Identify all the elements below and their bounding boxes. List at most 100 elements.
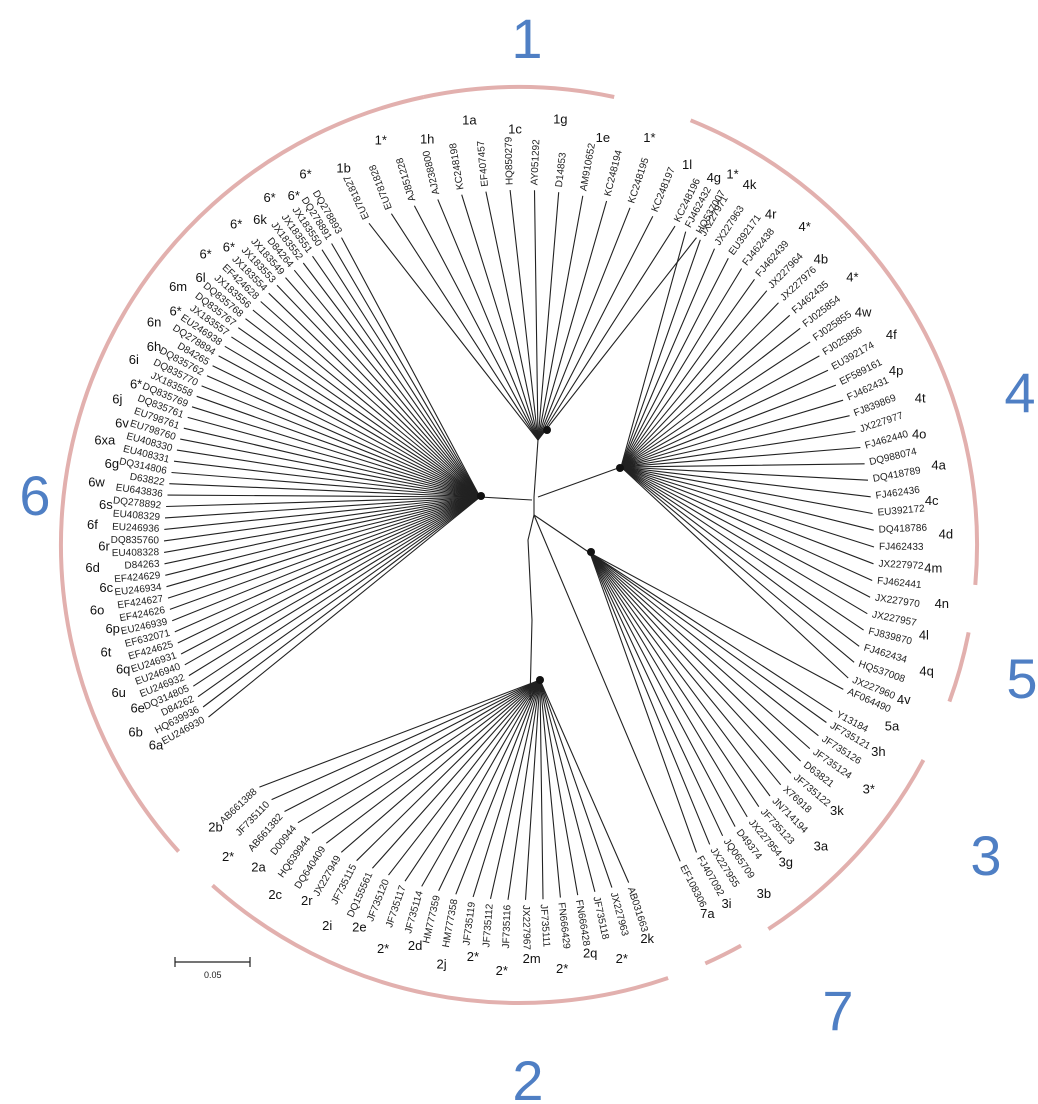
tree-branch: [206, 375, 481, 498]
accession-label: EF424629: [114, 570, 161, 585]
genotype-label-6: 6: [19, 464, 50, 527]
tree-branch: [533, 514, 681, 862]
subtype-label: 1a: [462, 112, 477, 127]
tree-branch: [589, 552, 736, 827]
tree-branch: [197, 496, 481, 698]
tree-branch: [485, 191, 539, 441]
tree-branch: [311, 679, 541, 834]
backbone-branch: [533, 439, 539, 498]
subtype-label: 4l: [919, 627, 929, 642]
tree-branch: [589, 552, 811, 750]
tree-branch: [268, 292, 481, 498]
tree-branch: [620, 430, 856, 468]
tree-branch: [620, 466, 849, 679]
subtype-label: 6q: [116, 661, 130, 676]
tree-branch: [218, 355, 481, 498]
subtype-label: 2d: [408, 938, 422, 953]
tree-branch: [390, 213, 539, 441]
tree-branch: [212, 365, 481, 498]
accession-label: HM777358: [441, 898, 461, 949]
tree-branch: [208, 496, 481, 718]
tree-branch: [589, 552, 771, 797]
tree-branch: [231, 336, 481, 498]
subtype-label: 2*: [616, 951, 628, 966]
accession-label: FJ462433: [879, 542, 924, 553]
tree-branch: [539, 679, 630, 883]
genotype-label-2: 2: [512, 1049, 543, 1104]
tree-branch: [620, 466, 875, 548]
accession-label: JF735116: [501, 904, 513, 948]
subtype-label: 6o: [90, 603, 104, 618]
accession-label: EU781828: [367, 163, 394, 211]
tree-branch: [539, 679, 613, 888]
subtype-label: 6*: [299, 167, 311, 182]
subtype-label: 3i: [721, 896, 731, 911]
tree-branch: [620, 355, 820, 468]
tree-branch: [356, 679, 541, 862]
subtype-label: 1b: [336, 160, 350, 175]
tree-branches: [163, 190, 875, 900]
genotype-arc-6: [58, 95, 425, 853]
genotype-label-3: 3: [970, 824, 1001, 887]
tree-branch: [589, 552, 724, 837]
accession-label: DQ418789: [872, 465, 922, 485]
tree-branch: [171, 496, 481, 622]
subtype-label: 4d: [939, 527, 953, 542]
subtype-label: 2i: [322, 918, 332, 933]
tree-branch: [438, 679, 541, 892]
tree-branch: [620, 446, 861, 468]
subtype-label: 3b: [757, 886, 771, 901]
tree-branch: [620, 466, 874, 531]
tree-branch: [388, 679, 541, 876]
subtype-label: 3h: [871, 744, 885, 759]
subtype-label: 7a: [700, 906, 715, 921]
tree-branch: [537, 237, 697, 441]
accession-label: JX227957: [871, 609, 918, 629]
subtype-label: 4t: [915, 390, 926, 405]
subtype-label: 6w: [88, 475, 105, 490]
tree-branch: [509, 190, 539, 441]
tree-branch: [284, 679, 541, 812]
subtype-label: 6s: [99, 497, 113, 512]
tree-branch: [620, 463, 865, 468]
genotype-arc-3: [767, 759, 926, 931]
subtype-label: 4*: [846, 270, 858, 285]
tree-branch: [620, 231, 687, 468]
tree-branch: [177, 496, 481, 644]
tree-branch: [312, 255, 481, 498]
tree-branch: [455, 679, 541, 895]
accession-label: AJ238800: [421, 149, 442, 196]
subtype-label: 1*: [726, 167, 738, 182]
tree-branch: [325, 679, 541, 844]
tree-branch: [260, 301, 481, 498]
tree-branch: [620, 341, 811, 468]
tree-branch: [180, 438, 481, 498]
tree-branch: [169, 483, 481, 498]
subtype-label: 1c: [508, 121, 522, 136]
subtype-label: 1*: [375, 132, 387, 147]
tree-branch: [507, 679, 541, 900]
accession-label: FJ462441: [877, 576, 923, 591]
accession-label: JF735114: [403, 889, 426, 934]
accession-label: EU408329: [112, 509, 160, 524]
accession-label: DQ835760: [111, 535, 160, 547]
subtype-label: 1*: [643, 130, 655, 145]
tree-branch: [165, 496, 481, 576]
accession-label: EU408328: [112, 547, 160, 559]
tree-branch: [164, 496, 481, 530]
tree-branch: [297, 679, 541, 824]
tree-branch: [163, 496, 481, 542]
tree-branch: [252, 309, 481, 498]
tree-branch: [620, 466, 874, 565]
subtype-label: 4o: [912, 427, 926, 442]
accession-label: KC248197: [650, 165, 678, 213]
tree-branch: [461, 194, 539, 441]
tree-branch: [539, 679, 544, 900]
accession-label: D84263: [124, 559, 160, 572]
tree-branch: [533, 190, 539, 441]
genotype-arcs: [58, 85, 980, 1005]
tree-branch: [237, 327, 481, 498]
accession-label: EF407457: [476, 140, 491, 187]
subtype-label: 6h: [147, 339, 161, 354]
